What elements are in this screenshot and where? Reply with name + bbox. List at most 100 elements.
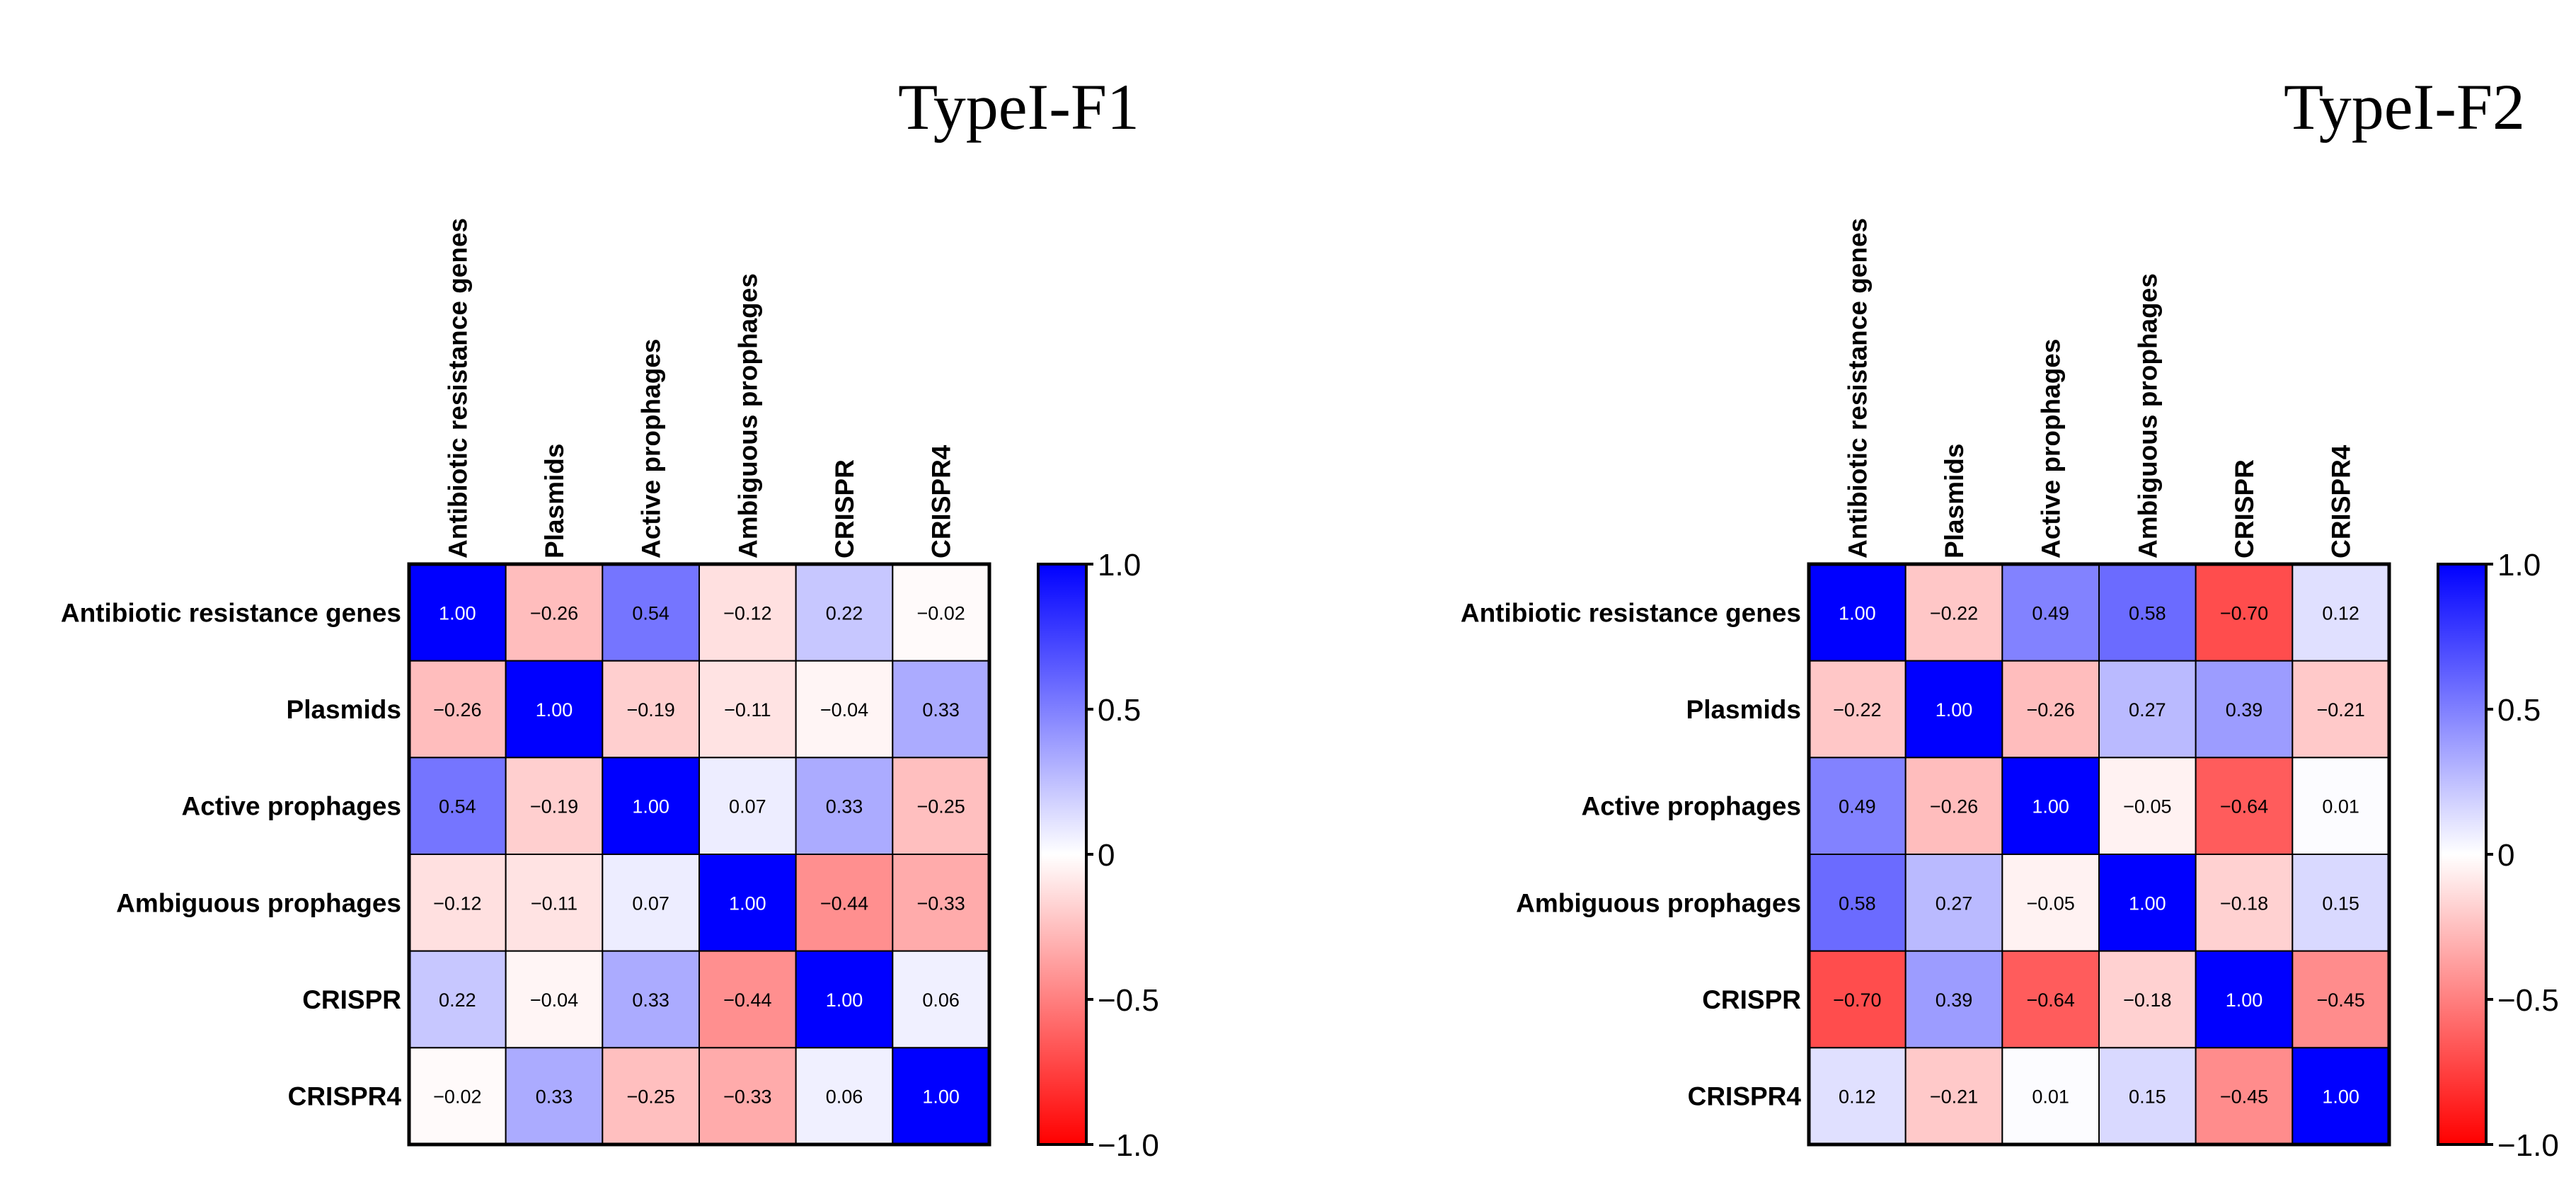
cell-value-label: 0.58	[1839, 893, 1876, 914]
column-label: Antibiotic resistance genes	[443, 218, 472, 558]
cell-value-label: 1.00	[1839, 602, 1876, 624]
heatmap-cell	[795, 854, 894, 952]
heatmap-cell	[892, 563, 991, 662]
cell-value-label: 0.06	[922, 989, 960, 1011]
cell-value-label: 1.00	[826, 989, 863, 1011]
column-label: CRISPR4	[2327, 444, 2356, 558]
heatmap-cell	[2195, 950, 2294, 1049]
cell-value-label: −0.02	[917, 602, 965, 624]
heatmap-cell	[2292, 950, 2390, 1049]
cell-value-label: −0.33	[723, 1086, 771, 1108]
cell-value-label: −0.64	[2220, 796, 2268, 817]
column-label: Antibiotic resistance genes	[1843, 218, 1872, 558]
colorbar-2: 1.0 0.5 0 −0.5 −1.0	[2437, 548, 2559, 1163]
cell-value-label: 0.15	[2129, 1086, 2166, 1108]
cell-value-label: −0.19	[627, 699, 675, 721]
row-labels-2: Antibiotic resistance genes Plasmids Activ…	[1461, 598, 1802, 1111]
column-label: Ambiguous prophages	[733, 273, 762, 558]
row-label: CRISPR	[302, 985, 401, 1014]
cell-value-label: −0.44	[820, 893, 868, 914]
cell-value-label: −0.26	[530, 602, 578, 624]
cell-value-label: −0.45	[2317, 989, 2365, 1011]
heatmap-cell	[408, 563, 507, 662]
heatmap-cell	[2098, 1047, 2197, 1146]
colorbar-tick-label: 1.0	[1098, 548, 1141, 583]
heatmap-cell	[795, 950, 894, 1049]
cell-value-label: −0.19	[530, 796, 578, 817]
cell-value-label: 0.33	[922, 699, 960, 721]
cell-value-label: −0.26	[433, 699, 481, 721]
heatmap-cell	[505, 757, 604, 856]
heatmap-cell	[1808, 660, 1907, 759]
column-label: CRISPR	[2230, 459, 2259, 558]
cell-value-label: 0.54	[439, 796, 476, 817]
heatmap-cell	[408, 854, 507, 952]
heatmap-cell	[1808, 563, 1907, 662]
colorbar-tick-label: 0	[1098, 838, 1115, 873]
cell-value-label: −0.45	[2220, 1086, 2268, 1108]
cell-value-label: −0.12	[433, 893, 481, 914]
column-label: Plasmids	[1940, 444, 1969, 558]
cell-value-label: 1.00	[2322, 1086, 2359, 1108]
heatmap-cell	[2195, 660, 2294, 759]
colorbar-tick-label: 0	[2497, 838, 2514, 873]
row-label: Antibiotic resistance genes	[61, 598, 401, 627]
cell-value-label: 0.22	[826, 602, 863, 624]
cell-value-label: −0.44	[723, 989, 771, 1011]
colorbar-1: 1.0 0.5 0 −0.5 −1.0	[1037, 548, 1159, 1163]
heatmap-cell	[698, 757, 797, 856]
row-labels-1: Antibiotic resistance genes Plasmids Activ…	[61, 598, 402, 1111]
heatmap-cell	[602, 950, 700, 1049]
heatmap-cell	[1904, 660, 2003, 759]
cell-value-label: −0.11	[531, 893, 577, 914]
heatmap-cell	[2001, 660, 2100, 759]
cell-value-label: −0.22	[1930, 602, 1978, 624]
row-label: Plasmids	[1686, 695, 1801, 724]
cell-value-label: −0.02	[433, 1086, 481, 1108]
cell-value-label: 1.00	[729, 893, 766, 914]
row-label: CRISPR4	[288, 1082, 402, 1111]
cell-value-label: −0.26	[2027, 699, 2075, 721]
heatmap-cell	[1808, 1047, 1907, 1146]
heatmap-cell	[505, 660, 604, 759]
cell-value-label: −0.04	[530, 989, 578, 1011]
cell-value-label: −0.18	[2123, 989, 2171, 1011]
heatmap-cell	[2292, 757, 2390, 856]
heatmap-cell	[408, 1047, 507, 1146]
column-label: Active prophages	[637, 339, 666, 558]
cell-value-label: 0.07	[632, 893, 669, 914]
heatmap-cell	[2098, 854, 2197, 952]
heatmap-cell	[1808, 854, 1907, 952]
row-label: Plasmids	[287, 695, 401, 724]
heatmap-border	[407, 562, 991, 1147]
heatmap-cell	[2098, 563, 2197, 662]
cell-value-label: −0.11	[724, 699, 771, 721]
heatmap-cell	[408, 950, 507, 1049]
cell-value-label: 1.00	[439, 602, 476, 624]
colorbar-tick-label: 0.5	[1098, 693, 1141, 728]
colorbar-tick-label: 1.0	[2497, 548, 2541, 583]
cell-value-label: −0.04	[820, 699, 868, 721]
heatmap-cell	[2001, 563, 2100, 662]
column-label: CRISPR4	[927, 444, 956, 558]
cell-value-label: 1.00	[2226, 989, 2263, 1011]
column-label: Ambiguous prophages	[2133, 273, 2162, 558]
cell-value-label: 0.54	[632, 602, 669, 624]
cell-value-label: −0.21	[2317, 699, 2365, 721]
heatmap-cell	[2195, 854, 2294, 952]
column-label: CRISPR	[830, 459, 859, 558]
cell-value-label: −0.70	[1833, 989, 1881, 1011]
row-label: Active prophages	[182, 792, 401, 821]
heatmap-cell	[1904, 950, 2003, 1049]
heatmap-cell	[2195, 563, 2294, 662]
heatmap-cell	[505, 854, 604, 952]
heatmap-cell	[698, 563, 797, 662]
cell-value-label: 0.49	[2032, 602, 2069, 624]
cell-value-label: 1.00	[1936, 699, 1973, 721]
colorbar-tick-label: −0.5	[2497, 983, 2559, 1018]
col-labels-2: Antibiotic resistance genes Plasmids Activ…	[1843, 218, 2355, 558]
cell-value-label: −0.25	[917, 796, 965, 817]
cell-value-label: 0.06	[826, 1086, 863, 1108]
cell-value-label: −0.33	[917, 893, 965, 914]
